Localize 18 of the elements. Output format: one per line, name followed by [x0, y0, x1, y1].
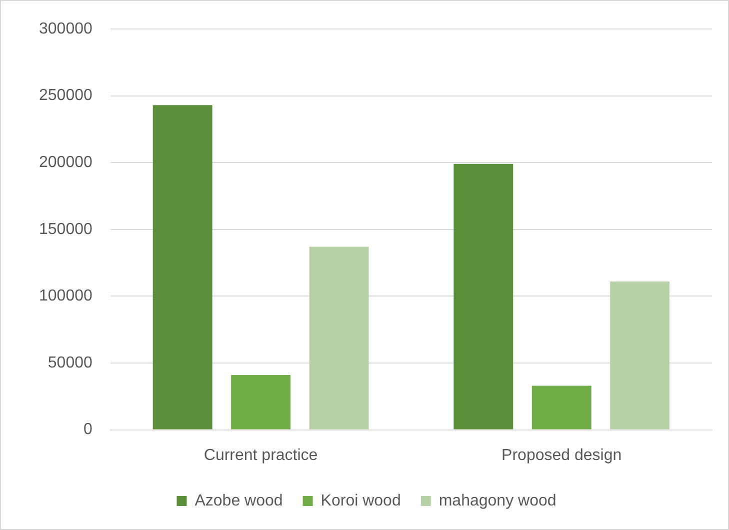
x-tick-label: Proposed design: [502, 446, 622, 464]
y-tick-label: 50000: [48, 354, 92, 372]
y-tick-label: 300000: [39, 20, 92, 38]
legend-label: Azobe wood: [194, 492, 283, 510]
legend-label: Koroi wood: [320, 492, 401, 510]
bar: [610, 282, 670, 430]
bar: [309, 246, 369, 430]
y-tick-label: 0: [83, 421, 92, 438]
y-tick-label: 150000: [39, 220, 92, 238]
x-tick-label: Current practice: [204, 446, 318, 464]
legend-label: mahagony wood: [438, 492, 556, 510]
bar: [152, 105, 212, 430]
y-tick-label: 250000: [39, 87, 92, 104]
bar: [454, 164, 514, 430]
y-tick-label: 100000: [39, 288, 92, 305]
bar: [231, 375, 291, 430]
bar: [532, 386, 592, 430]
y-tick-label: 200000: [39, 154, 92, 172]
